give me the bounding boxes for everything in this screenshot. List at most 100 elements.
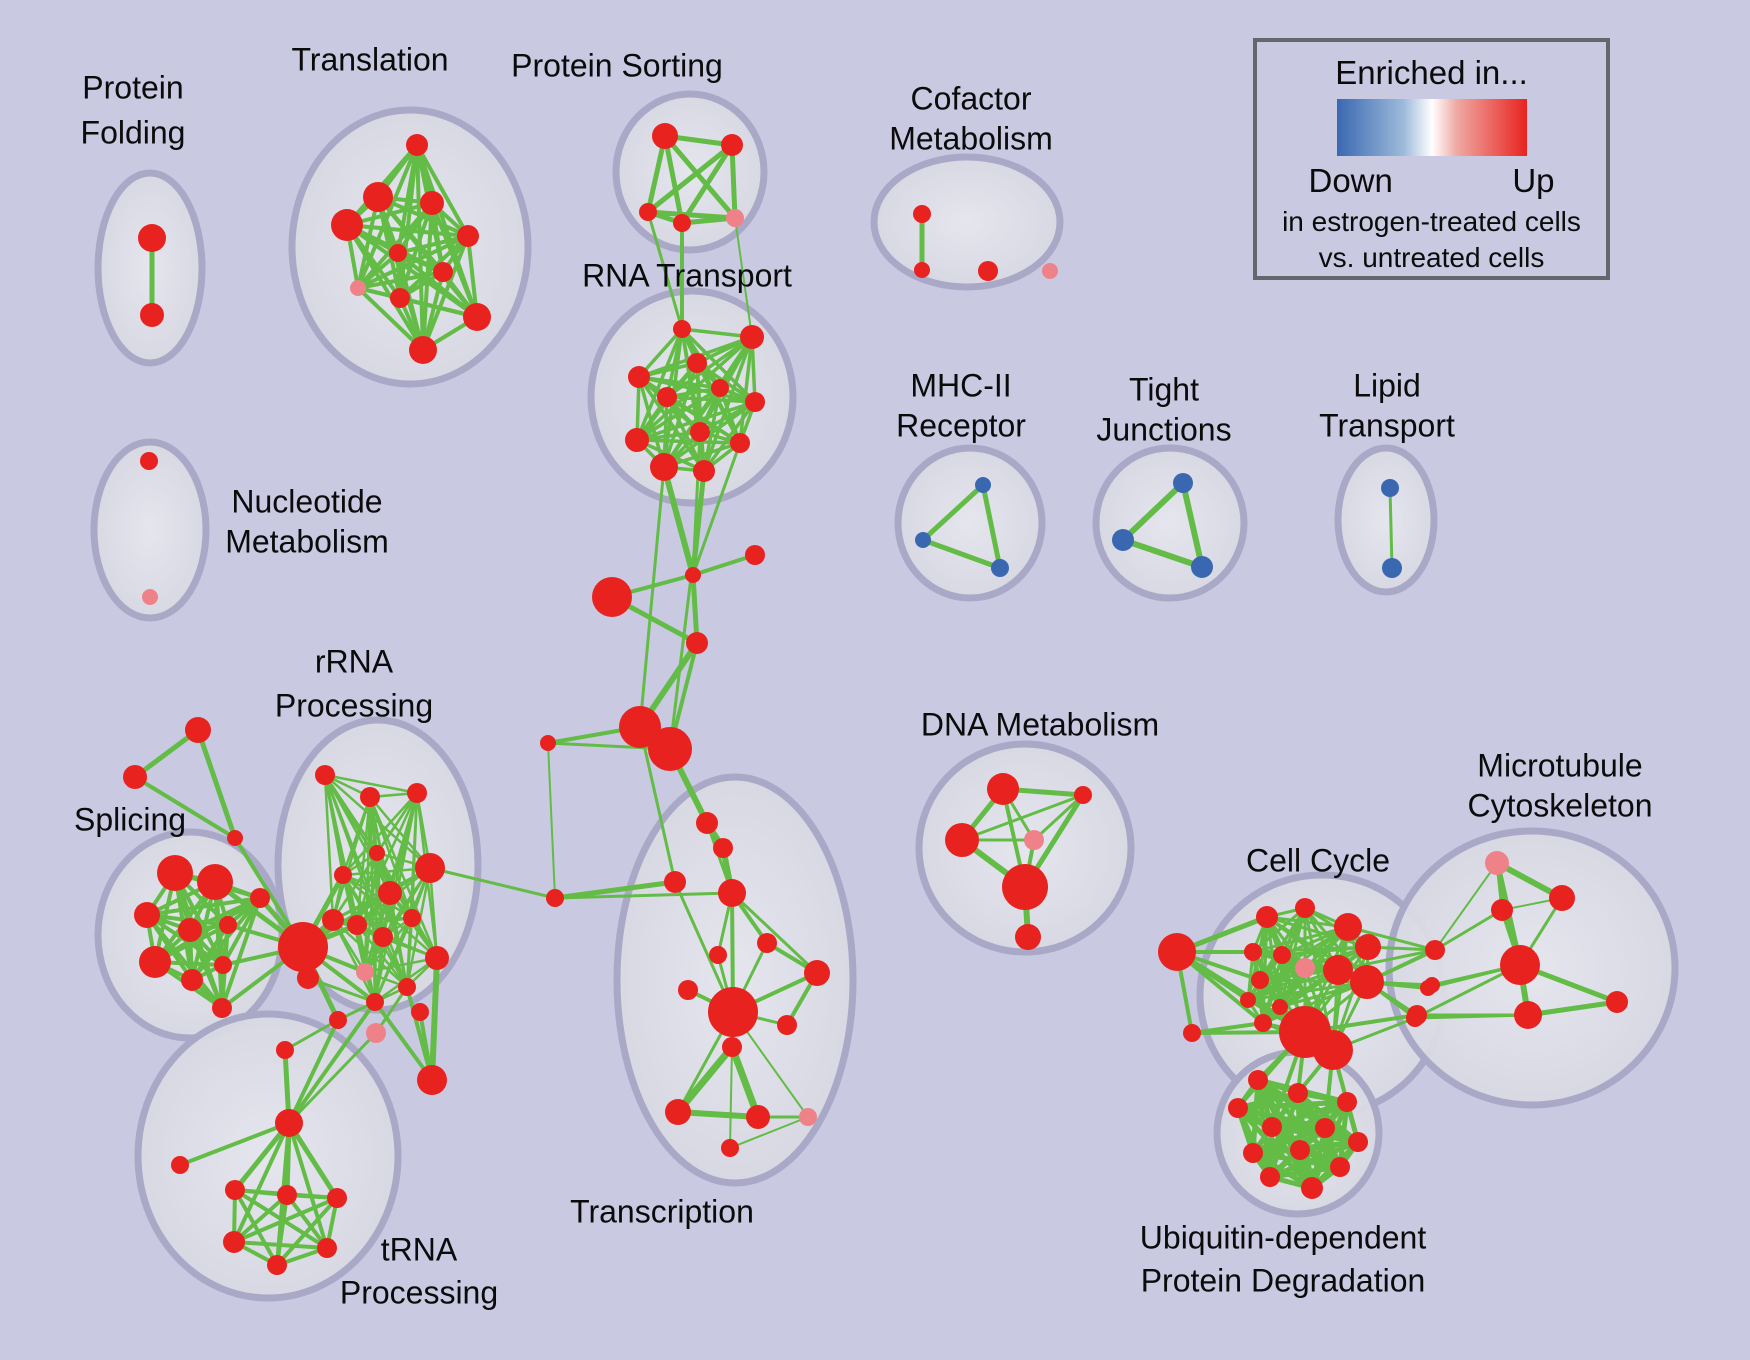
node-up — [687, 353, 707, 373]
cluster-label-ubiquitin-degradation: Ubiquitin-dependent Protein Degradation — [1140, 1219, 1427, 1298]
node-up — [1323, 955, 1353, 985]
network-edge — [730, 891, 819, 975]
network-edge — [702, 335, 754, 473]
network-edge — [702, 386, 722, 473]
node-up — [1424, 977, 1440, 993]
network-edge — [662, 133, 738, 221]
node-up — [745, 545, 765, 565]
cluster-label-transcription: Transcription — [570, 1193, 754, 1229]
network-edge — [356, 195, 380, 290]
network-edge — [233, 1188, 279, 1267]
network-edge — [729, 142, 738, 221]
network-edge — [729, 1116, 809, 1149]
node-up — [718, 879, 746, 907]
network-edge — [405, 916, 414, 989]
node-up — [373, 927, 393, 947]
node-up — [178, 918, 202, 942]
node-up — [347, 915, 367, 935]
network-edge — [323, 773, 409, 989]
cluster-label-splicing: Splicing — [74, 801, 186, 837]
node-up — [140, 303, 164, 327]
cluster-label-tight-junctions: Tight Junctions — [1096, 371, 1231, 447]
node-up — [685, 567, 701, 583]
node-up — [334, 866, 352, 884]
node-up — [1015, 924, 1041, 950]
node-up — [360, 787, 380, 807]
network-edge — [679, 142, 735, 226]
network-edge — [283, 1018, 340, 1052]
network-edge — [356, 286, 425, 352]
network-edge — [1336, 948, 1437, 972]
network-edge — [331, 795, 372, 922]
node-up — [1313, 1030, 1353, 1070]
network-edge — [132, 727, 201, 780]
node-up — [546, 889, 564, 907]
node-up — [134, 902, 160, 928]
node-up — [1074, 786, 1092, 804]
network-edge — [1267, 1139, 1361, 1180]
node-up — [366, 993, 384, 1011]
network-edge — [345, 223, 470, 238]
node-up — [722, 1037, 742, 1057]
node-up — [711, 379, 729, 397]
node-up — [157, 855, 193, 891]
node-up — [730, 433, 750, 453]
node-up — [804, 960, 830, 986]
network-edge — [323, 773, 419, 795]
node-up — [1260, 1167, 1280, 1187]
network-edge — [355, 923, 409, 989]
network-edge — [287, 1018, 340, 1125]
legend-note-line2: vs. untreated cells — [1318, 242, 1545, 273]
node-up — [709, 946, 727, 964]
node-down — [991, 559, 1009, 577]
network-edge — [635, 400, 757, 442]
node-up — [1330, 1157, 1350, 1177]
network-edge — [373, 1000, 434, 1082]
node-up — [322, 909, 344, 931]
node-up — [713, 838, 733, 858]
legend-note: in estrogen-treated cells vs. untreated … — [1282, 204, 1581, 276]
node-up-weak — [356, 963, 374, 981]
network-edge — [552, 879, 678, 901]
network-edge — [635, 438, 742, 445]
node-up-weak — [1295, 958, 1315, 978]
node-up — [181, 969, 203, 991]
node-up — [1228, 1098, 1248, 1118]
node-up — [363, 182, 393, 212]
node-up-weak — [1024, 830, 1044, 850]
node-up — [185, 717, 211, 743]
node-up-weak — [350, 280, 366, 296]
node-up — [987, 773, 1019, 805]
network-edge — [690, 572, 700, 646]
network-edge — [638, 725, 677, 884]
node-up — [1491, 899, 1513, 921]
network-edge — [428, 866, 439, 960]
node-up — [267, 1255, 287, 1275]
network-edge — [287, 1031, 378, 1125]
node-up — [390, 288, 410, 308]
node-up — [369, 845, 385, 861]
network-edge — [287, 1000, 377, 1125]
node-up — [1183, 1024, 1201, 1042]
network-edge — [1120, 537, 1205, 570]
network-edge — [415, 143, 470, 238]
node-up — [403, 909, 421, 927]
network-edge — [396, 234, 470, 255]
cluster-label-lipid-transport: Lipid Transport — [1319, 367, 1455, 443]
network-edge — [345, 223, 425, 352]
network-edge — [232, 1193, 289, 1244]
cluster-label-cell-cycle: Cell Cycle — [1246, 842, 1390, 878]
node-up — [331, 209, 363, 241]
node-down — [1381, 479, 1399, 497]
network-edge — [920, 537, 1003, 571]
node-up — [1273, 946, 1291, 964]
network-edge — [341, 873, 414, 920]
network-edge — [1250, 1150, 1343, 1170]
network-edge — [285, 1193, 329, 1250]
node-up — [171, 1156, 189, 1174]
cluster-label-microtubule-cytoskeleton: Microtubule Cytoskeleton — [1468, 747, 1653, 823]
node-up — [745, 392, 765, 412]
network-edge — [287, 1121, 329, 1250]
network-edge — [396, 251, 479, 319]
